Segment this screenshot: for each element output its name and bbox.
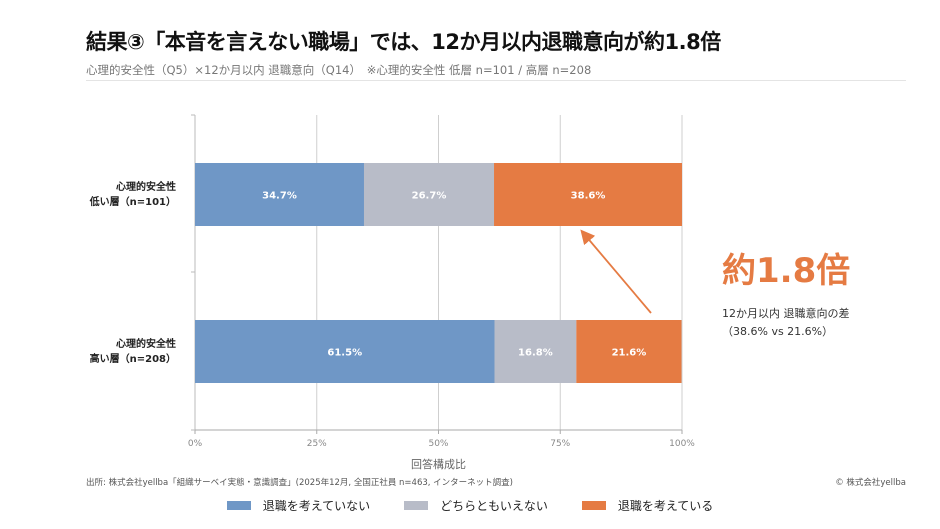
bar-segment — [195, 163, 364, 226]
x-tick-label: 75% — [550, 439, 570, 449]
legend-label: 退職を考えている — [617, 499, 714, 513]
annotation-note: 12か月以内 退職意向の差 （38.6% vs 21.6%） — [722, 305, 850, 341]
annotation-headline: 約1.8倍 — [722, 251, 851, 291]
page-title: 結果③「本音を言えない職場」では、12か月以内退職意向が約1.8倍 — [86, 30, 721, 54]
bar-data-label: 38.6% — [571, 191, 606, 202]
category-label: 高い層（n=208） — [90, 352, 176, 365]
x-tick-label: 50% — [428, 439, 448, 449]
bar-data-label: 26.7% — [412, 191, 447, 202]
bar-data-label: 61.5% — [327, 348, 362, 359]
x-axis-title: 回答構成比 — [411, 457, 466, 471]
legend: 退職を考えていない どちらともいえない 退職を考えている — [0, 497, 940, 514]
source-note: 出所: 株式会社yellba「組織サーベイ実態・意識調査」(2025年12月, … — [86, 478, 513, 488]
bar-segment — [363, 163, 495, 226]
bar-segment — [494, 320, 577, 383]
bar-data-label: 16.8% — [518, 348, 553, 359]
bar-segment — [494, 163, 682, 226]
legend-item: 退職を考えている — [581, 497, 714, 514]
legend-label: どちらともいえない — [440, 499, 548, 513]
legend-item: どちらともいえない — [404, 497, 548, 514]
legend-swatch — [226, 501, 251, 510]
copyright: © 株式会社yellba — [835, 478, 906, 488]
bar-data-label: 21.6% — [612, 348, 647, 359]
bar-segment — [195, 320, 495, 383]
annotation-arrow — [580, 229, 652, 314]
page-subtitle: 心理的安全性（Q5）×12か月以内 退職意向（Q14） ※心理的安全性 低層 n… — [86, 63, 592, 77]
header-divider — [86, 80, 906, 81]
x-tick-label: 100% — [669, 439, 695, 449]
x-tick-label: 25% — [307, 439, 327, 449]
legend-item: 退職を考えていない — [226, 497, 371, 514]
annotation-line2: （38.6% vs 21.6%） — [722, 325, 834, 338]
bar-data-label: 34.7% — [262, 191, 297, 202]
x-tick-label: 0% — [188, 439, 203, 449]
annotation-line1: 12か月以内 退職意向の差 — [722, 307, 850, 320]
category-label: 低い層（n=101） — [89, 195, 176, 208]
category-label: 心理的安全性 — [116, 180, 176, 193]
category-label: 心理的安全性 — [116, 337, 176, 350]
legend-swatch — [404, 501, 429, 510]
legend-swatch — [581, 501, 606, 510]
bar-segment — [576, 320, 682, 383]
legend-label: 退職を考えていない — [262, 499, 371, 513]
